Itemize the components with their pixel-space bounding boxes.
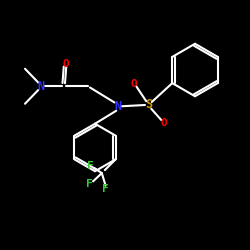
Text: F: F	[102, 184, 109, 194]
Text: O: O	[130, 79, 137, 89]
Text: N: N	[114, 100, 121, 113]
Text: F: F	[86, 180, 93, 190]
Text: S: S	[145, 98, 152, 112]
Text: F: F	[87, 161, 94, 171]
Text: O: O	[160, 118, 167, 128]
Text: O: O	[63, 59, 70, 69]
Text: N: N	[38, 80, 45, 93]
